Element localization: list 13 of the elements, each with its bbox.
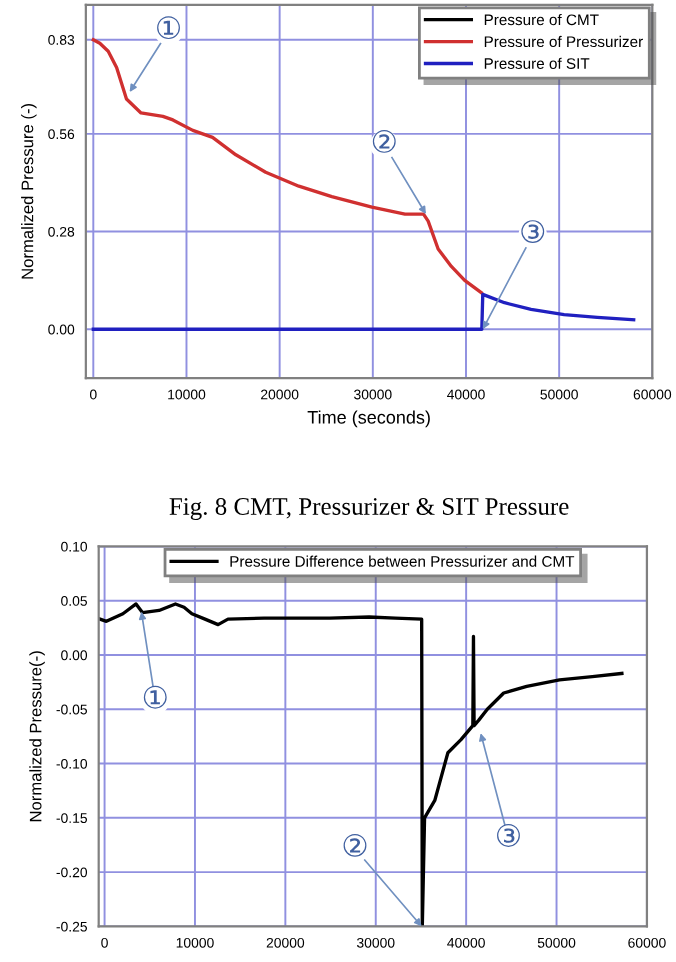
annotation: ②: [343, 833, 367, 857]
annotation: ③: [497, 824, 520, 847]
x-axis-title: Time (seconds): [307, 410, 430, 428]
y-axis-title: Normalized Pressure(-): [29, 651, 45, 822]
line-series: [98, 602, 624, 927]
annotation: ③: [521, 220, 545, 243]
annotation: ②: [372, 130, 396, 153]
annotation: ①: [143, 685, 167, 709]
y-axis-title: Normalized Pressure (-): [21, 104, 37, 279]
line-series: [91, 292, 636, 331]
caption: Fig. 8 CMT, Pressurizer & SIT Pressure: [169, 498, 569, 521]
line-series: [91, 38, 483, 295]
annotation: ①: [157, 16, 180, 40]
